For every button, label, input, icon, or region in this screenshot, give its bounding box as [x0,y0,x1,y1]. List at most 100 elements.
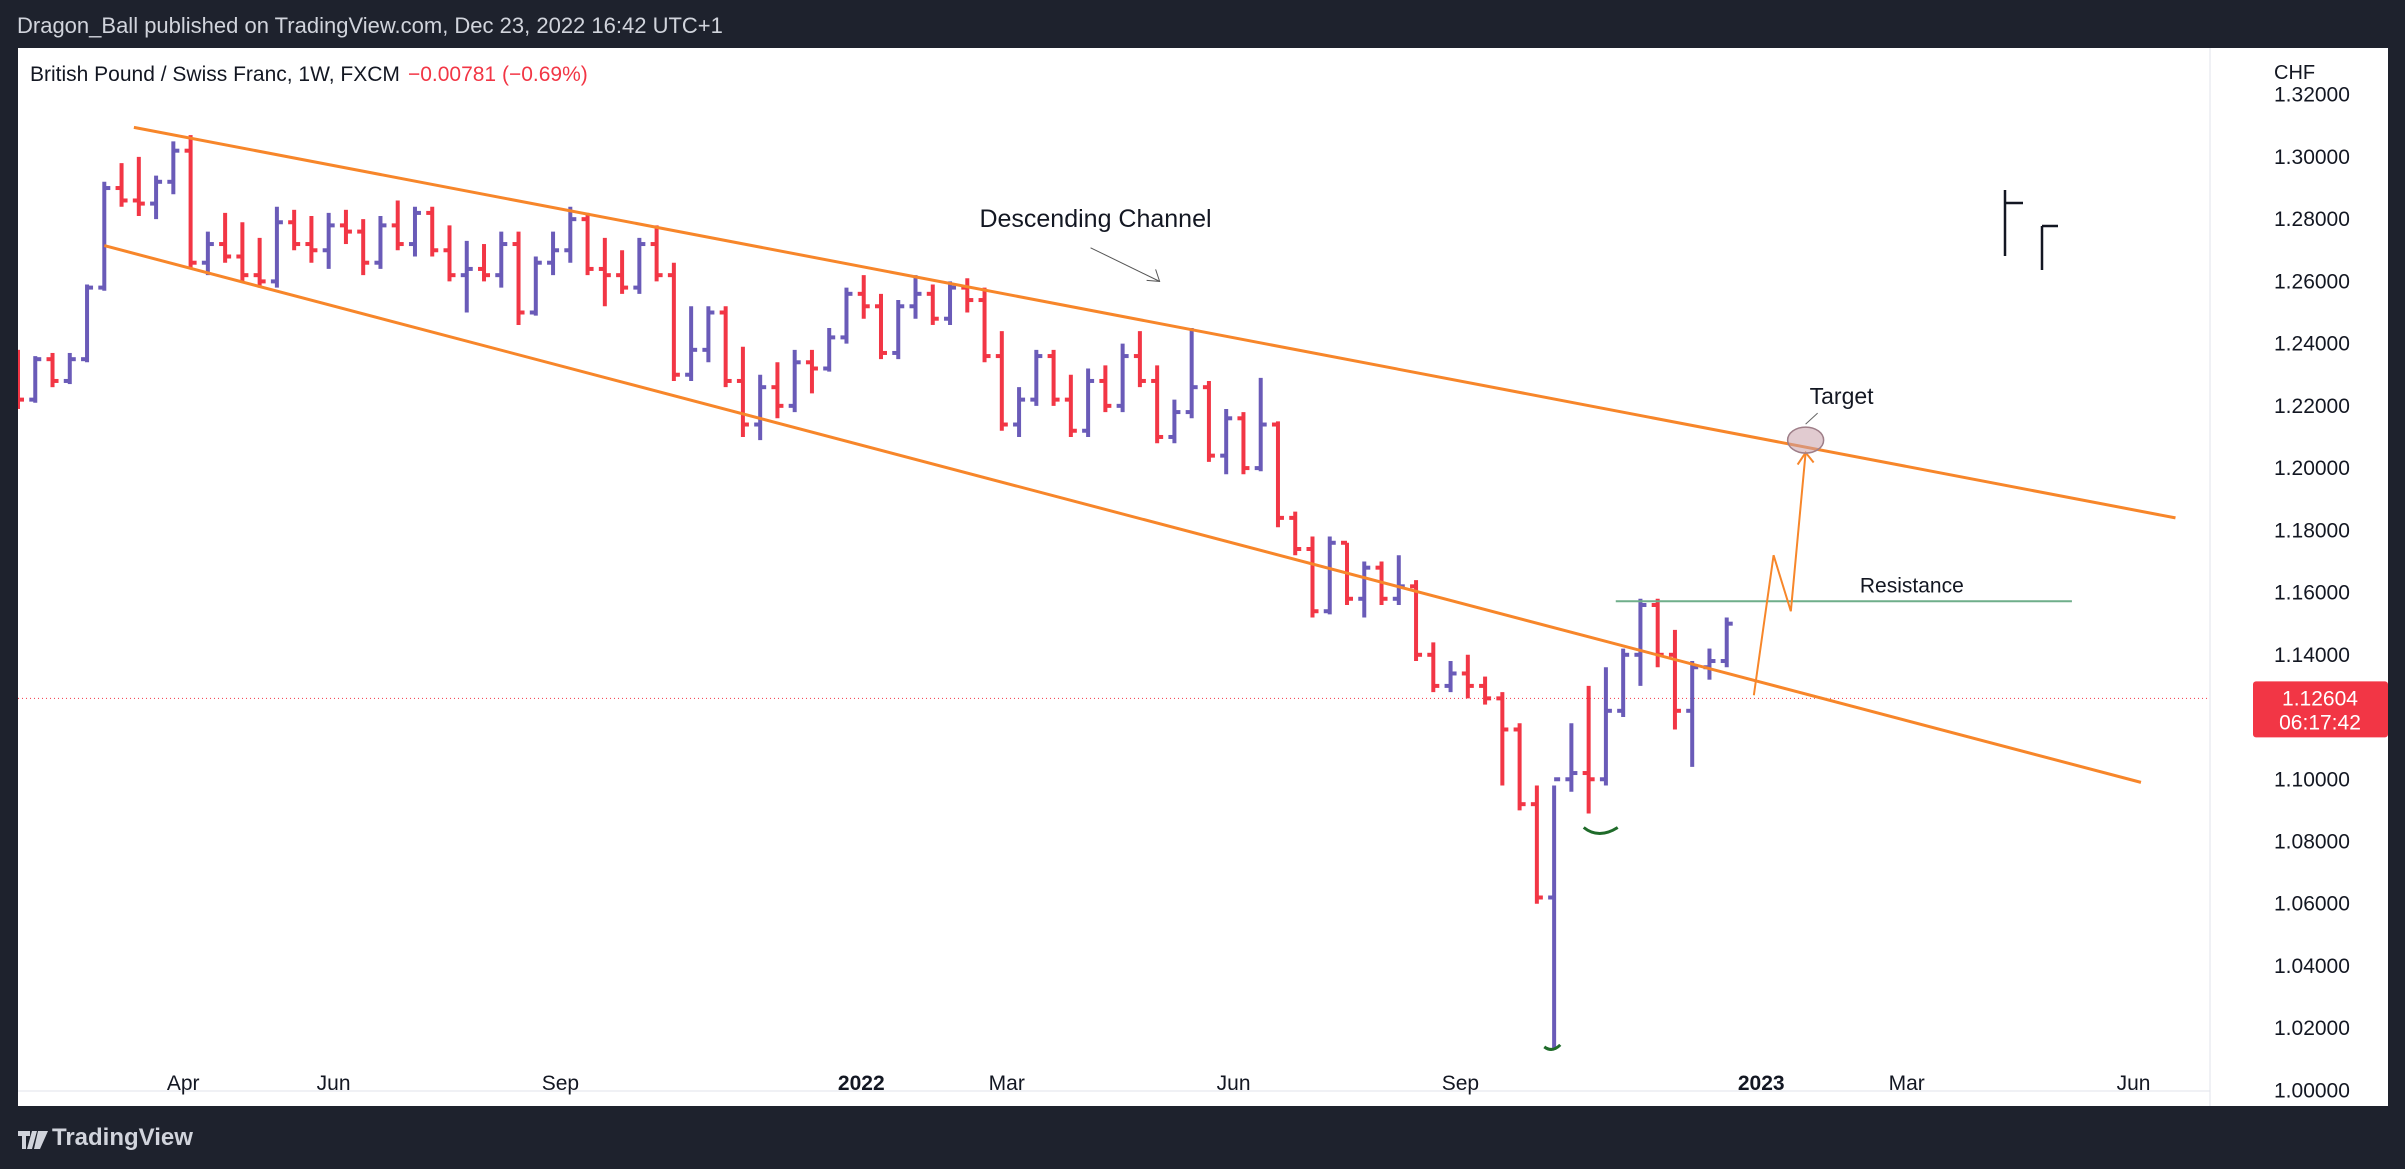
ohlc-bar [512,231,525,325]
ohlc-bar [1202,380,1215,462]
ohlc-bar [1582,685,1595,814]
ohlc-bar [650,225,663,282]
brand-name: TradingView [52,1124,193,1151]
ohlc-bar [1720,617,1733,668]
ohlc-bar [1064,374,1077,437]
pen-mark-low [1543,1043,1562,1051]
channel-line-upper [133,125,2176,520]
price-tick-label: 1.06000 [2274,893,2350,916]
ohlc-bar [1237,412,1250,475]
bar-countdown-timer: 06:17:42 [2279,711,2361,734]
tradingview-logo-icon [18,1131,48,1149]
time-tick-label: Jun [1217,1072,1251,1095]
ohlc-bar [598,237,611,307]
ohlc-bar [1254,377,1267,472]
projection-path [1752,452,1807,696]
ohlc-bar [219,212,232,263]
price-tick-label: 1.00000 [2274,1079,2350,1102]
price-tick-label: 1.14000 [2274,644,2350,667]
ohlc-bar [1565,723,1578,792]
ohlc-bar [1444,661,1457,693]
price-tick-label: 1.28000 [2274,208,2350,231]
ohlc-bar [633,237,646,294]
symbol-title: British Pound / Swiss Franc, 1W, FXCM [30,63,400,86]
ohlc-bar [1151,365,1164,444]
ohlc-bar [305,216,318,263]
last-price-value: 1.12604 [2282,687,2358,710]
ohlc-bar [788,349,801,413]
price-tick-label: 1.10000 [2274,768,2350,791]
ohlc-bar [167,141,180,195]
price-tick-label: 1.16000 [2274,582,2350,605]
stray-mark [2040,224,2058,270]
price-tick-label: 1.04000 [2274,955,2350,978]
ohlc-bar [944,281,957,325]
ohlc-bar [1530,785,1543,904]
ohlc-bar [1686,661,1699,767]
currency-label: CHF [2274,62,2315,84]
ohlc-bar [253,237,266,288]
ohlc-bar [81,284,94,363]
footer-bar [0,1106,2405,1169]
price-change: −0.00781 (−0.69%) [407,63,588,86]
ohlc-bar [1496,692,1509,786]
ohlc-bar [98,181,111,291]
time-tick-label: Sep [1442,1072,1479,1095]
ohlc-bar [18,349,24,409]
pen-mark-higher-low [1582,826,1619,835]
ohlc-bar [391,200,404,251]
ohlc-bar [805,349,818,394]
ohlc-bar [29,356,42,403]
tradingview-logo[interactable]: TradingView [18,1124,193,1152]
price-tick-label: 1.24000 [2274,333,2350,356]
ohlc-bar [1168,399,1181,444]
ohlc-bar [1548,777,1561,1050]
ohlc-bar [357,219,370,276]
ohlc-bar [1479,676,1492,705]
ohlc-bar [236,222,249,282]
ohlc-bar [771,362,784,419]
ohlc-bar [926,284,939,325]
ohlc-bar [150,175,163,220]
ohlc-bar [616,250,629,294]
ohlc-bar [1392,555,1405,606]
descending-channel-label: Descending Channel [979,205,1211,233]
ohlc-bar [1116,343,1129,413]
ohlc-bar [702,306,715,363]
arrowhead-icon [1146,269,1161,282]
ohlc-bar [685,306,698,381]
ohlc-bar [1185,328,1198,419]
price-tick-label: 1.20000 [2274,457,2350,480]
ohlc-bar [1133,331,1146,388]
ohlc-bar [995,331,1008,431]
time-tick-label: Sep [542,1072,579,1095]
time-tick-label: Mar [1889,1072,1925,1095]
ohlc-bar [478,244,491,282]
ohlc-bar [736,346,749,437]
target-pointer [1805,412,1818,425]
ohlc-bar [46,352,59,388]
ohlc-bar [1013,387,1026,437]
ohlc-bar [667,262,680,381]
ohlc-bar [1703,648,1716,680]
ohlc-bar [564,206,577,263]
symbol-legend[interactable]: British Pound / Swiss Franc, 1W, FXCM −0.… [30,63,588,87]
ohlc-bar [1358,561,1371,618]
ohlc-bar [547,231,560,276]
ohlc-bar [719,306,732,388]
ohlc-bar [1220,408,1233,475]
target-marker [1786,426,1825,454]
ohlc-bar [1099,365,1112,413]
channel-line-lower [103,244,2142,784]
price-tick-label: 1.22000 [2274,395,2350,418]
ohlc-bar [115,163,128,207]
ohlc-bar [874,293,887,360]
target-label: Target [1810,383,1875,409]
ohlc-bar [978,287,991,363]
time-tick-label: 2022 [838,1072,885,1095]
price-tick-label: 1.08000 [2274,831,2350,854]
ohlc-bar [63,352,76,385]
ohlc-bar [339,209,352,245]
ohlc-bar [581,212,594,276]
